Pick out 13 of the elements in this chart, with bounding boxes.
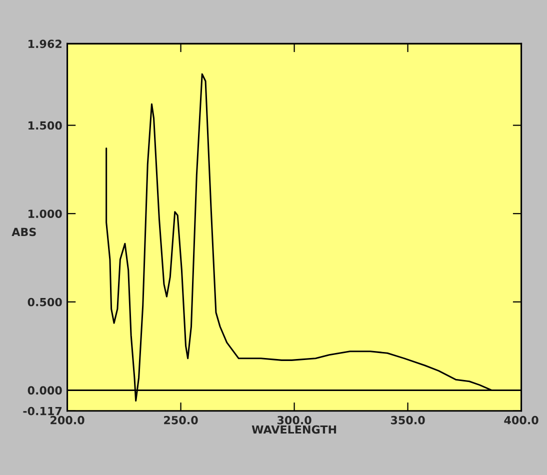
y-tick-label: 0.500 bbox=[28, 298, 62, 306]
y-tick-label: 1.000 bbox=[28, 210, 62, 218]
x-tick-label: 250.0 bbox=[164, 416, 198, 424]
y-tick-label: 1.500 bbox=[28, 121, 62, 130]
y-tick-label: -0.117 bbox=[23, 406, 62, 416]
x-tick-label: 400.0 bbox=[504, 416, 538, 424]
x-tick-label: 200.0 bbox=[50, 416, 84, 424]
y-tick-label: 0.000 bbox=[28, 386, 62, 395]
x-tick-label: 350.0 bbox=[390, 416, 425, 424]
y-tick-label: 1.962 bbox=[28, 40, 62, 48]
x-axis-title: WAVELENGTH bbox=[252, 425, 336, 434]
y-axis-title: ABS bbox=[12, 228, 36, 236]
x-tick-label: 300.0 bbox=[277, 416, 312, 424]
